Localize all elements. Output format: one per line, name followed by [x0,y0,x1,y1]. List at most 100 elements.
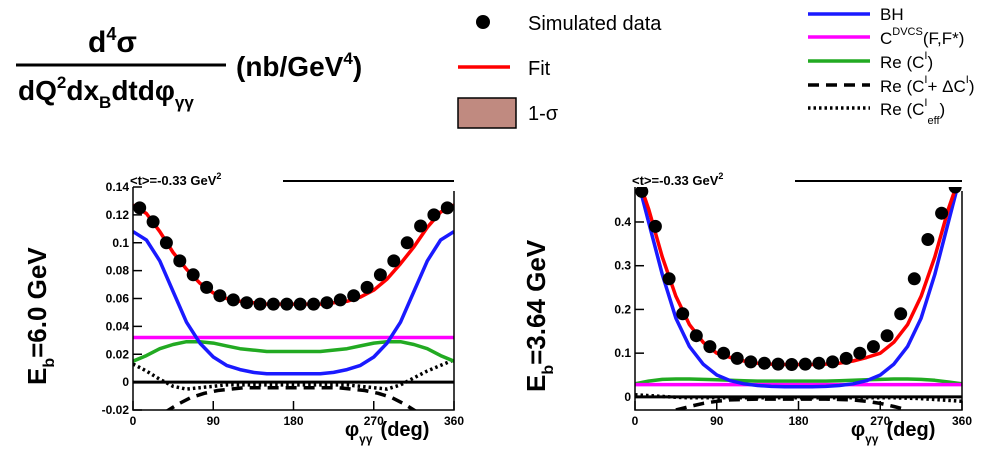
svg-text:Re (CI+ ΔCI): Re (CI+ ΔCI) [880,74,975,96]
y-tick-label: 0.1 [614,346,631,360]
formula-numerator-sym: σ [116,26,137,59]
svg-text:Re (CI): Re (CI) [880,50,933,72]
series-re-ci [133,339,454,363]
x-tick-label: 360 [952,414,972,428]
data-point [648,219,662,233]
y-tick-label: 0 [122,375,129,389]
series-re-ci-dci [165,385,418,410]
data-point [226,293,240,307]
formula-numerator: d [88,26,106,59]
x-tick-label: 0 [632,414,639,428]
legend-right: BH CDVCS(F,F*) Re (CI) Re (CI+ ΔCI) Re (… [808,5,975,127]
data-point [880,329,894,343]
svg-text:Re (CIeff): Re (CIeff) [880,97,945,127]
y-tick-label: 0.02 [106,347,130,361]
legend-label-simulated: Simulated data [528,13,662,35]
row-label-364gev: Eb=3.64 GeV [521,239,557,392]
legend-label-sigma: 1-σ [528,103,559,125]
data-point [280,297,294,311]
data-point [921,233,935,246]
data-point [347,289,361,303]
x-tick-label: 90 [710,414,724,428]
legend-label-fit: Fit [528,58,551,80]
x-tick-label: 0 [130,414,137,428]
data-point [293,297,307,311]
formula-den-6: γγ [175,93,194,112]
x-axis-label: φγγ (deg) [851,419,936,446]
legend-label-re-ci: Re (C [880,53,924,72]
legend-label-bh: BH [880,5,904,24]
data-point [440,201,454,215]
svg-text:CDVCS(F,F*): CDVCS(F,F*) [880,26,964,48]
formula-units-close: ) [353,51,362,82]
data-point [373,268,387,282]
legend-label-re-ci-close: ) [927,53,933,72]
y-tick-label: 0.3 [614,259,631,273]
data-point [676,307,690,321]
x-tick-label: 270 [364,414,384,428]
plot-frame [132,187,455,411]
data-point [414,219,428,233]
legend-label-re-ceff-close: ) [940,100,946,119]
data-point [853,346,867,360]
legend-label-cdvcs-sup: DVCS [892,26,923,38]
data-point [703,340,717,354]
svg-text:d4σ: d4σ [88,24,137,59]
data-point [730,351,744,365]
series-re-ci [635,377,962,386]
curves [133,201,454,410]
y-tick-label: 0.2 [614,302,631,316]
formula-units-sup: 4 [343,49,353,68]
data-point [159,236,173,250]
svg-text:dQ2dxBdtdφγγ: dQ2dxBdtdφγγ [18,73,194,112]
data-point [427,208,441,222]
t-annotation: <t>=-0.33 GeV2 [632,171,723,188]
x-axis-label: φγγ (deg) [345,419,430,446]
data-point [635,187,649,198]
cross-section-formula: d4σ dQ2dxBdtdφγγ (nb/GeV4) [16,24,362,112]
formula-den-3: dx [66,75,99,106]
plot-panel-364gev: 0 0.1 0.2 0.3 0.4 0 90 180 270 360 <t>=-0.33 GeV2 φ… [614,171,972,446]
data-point [146,215,160,229]
data-point [812,356,826,370]
x-tick-label: 180 [788,414,808,428]
data-point [266,297,280,311]
legend-label-re-cdci-close: ) [969,77,975,96]
formula-den-5: dtdφ [111,75,175,106]
y-tick-label: 0.14 [106,180,130,194]
data-point [894,307,908,321]
legend-label-re-cdci-sup2: I [966,74,969,86]
data-point [717,346,731,360]
data-point [689,329,703,343]
legend-label-cdvcs: C [880,29,892,48]
legend-marker-simulated [476,15,490,29]
row-label-6gev: Eb=6.0 GeV [22,247,58,385]
x-tick-label: 90 [207,414,221,428]
data-point [133,201,147,215]
row-label-6gev-value: =6.0 GeV [22,247,52,358]
series-fit [639,187,958,367]
row-label-364gev-main: E [521,375,551,392]
legend-label-re-ci-sup: I [924,50,927,62]
data-point [907,272,921,286]
series-bh [133,230,454,376]
y-tick-label: 0.06 [106,292,130,306]
series-fit [133,203,454,306]
data-point [213,289,227,303]
series-re-cieff [133,358,454,391]
data-point [387,254,401,268]
row-label-364gev-sub: b [540,365,557,375]
data-point [839,351,853,365]
formula-den-4: B [99,93,111,112]
y-tick-label: 0.04 [106,319,130,333]
x-tick-label: 180 [283,414,303,428]
data-point [744,355,758,369]
y-tick-label: -0.02 [102,403,130,417]
data-point [662,272,676,286]
legend-box-sigma [457,97,517,129]
data-point [240,296,254,310]
data-point [826,355,840,369]
series-re-ci-dci [675,397,908,410]
